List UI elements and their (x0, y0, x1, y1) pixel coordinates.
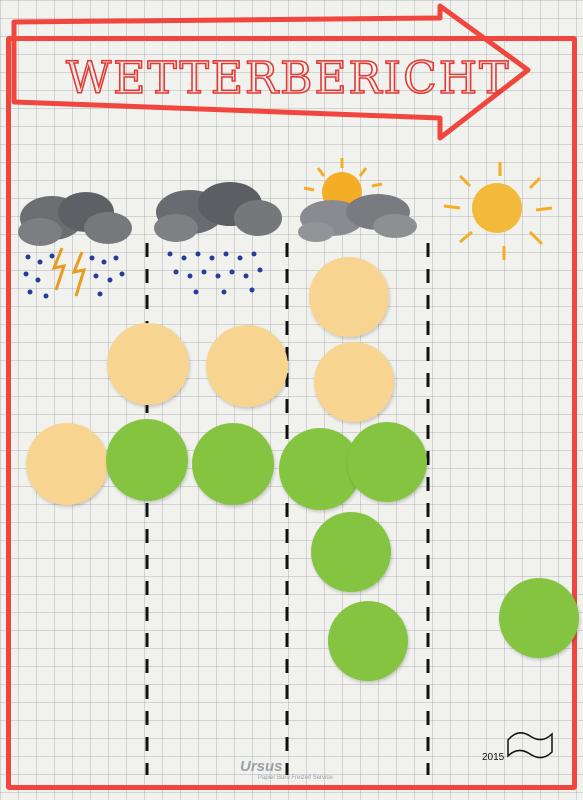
vote-dot-green (192, 423, 274, 505)
year-flag-mark: 2015 (482, 732, 553, 763)
poster-year: 2015 (482, 752, 505, 763)
vote-dot-orange (107, 323, 189, 405)
vote-dot-orange (26, 423, 108, 505)
thunderstorm-icon (18, 192, 132, 299)
title-arrow-banner (11, 3, 531, 141)
sun-icon (443, 162, 553, 260)
rain-cloud-icon (154, 182, 282, 295)
vote-dot-orange (206, 325, 288, 407)
column-dividers (145, 243, 430, 775)
vote-dot-orange (314, 342, 394, 422)
brand-logo: Ursus (240, 758, 283, 775)
vote-dot-green (347, 422, 427, 502)
vote-dot-green (328, 601, 408, 681)
vote-dot-orange (309, 257, 389, 337)
poster-title: WETTERBERICHT (66, 53, 510, 104)
red-frame (6, 36, 577, 790)
vote-dot-green (499, 578, 579, 658)
partly-cloudy-icon (298, 158, 417, 242)
vote-dot-green (311, 512, 391, 592)
brand-tagline: Papier Büro Freizeit Service (258, 775, 333, 781)
vote-dot-green (106, 419, 188, 501)
